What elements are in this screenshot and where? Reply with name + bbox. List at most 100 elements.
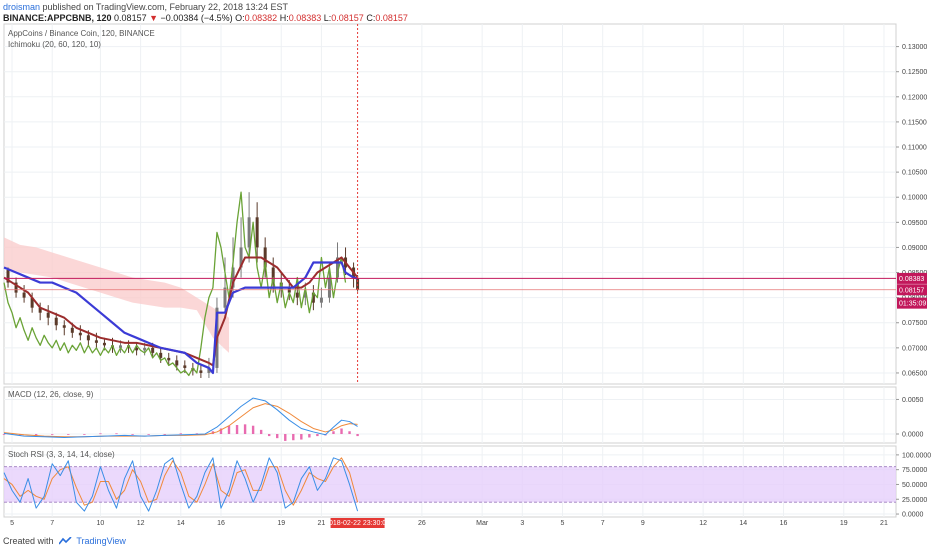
- macd-y-tick-label: 0.0050: [902, 397, 924, 404]
- high-value: 0.08383: [288, 13, 322, 23]
- macd-hist-bar: [51, 434, 54, 435]
- symbol-info: BINANCE:APPCBNB, 120 0.08157 ▼ −0.00384 …: [3, 13, 408, 23]
- x-tick-label: 19: [277, 520, 285, 527]
- macd-hist-bar: [115, 433, 118, 435]
- candle-body: [175, 360, 179, 366]
- last-price: 0.08157: [114, 13, 147, 23]
- stoch-y-tick-label: 50.0000: [902, 482, 927, 489]
- price-y-tick-label: 0.07000: [902, 345, 927, 352]
- macd-hist-bar: [251, 425, 255, 435]
- candle-body: [102, 342, 106, 346]
- candle-body: [287, 287, 291, 293]
- x-tick-label: 16: [217, 520, 225, 527]
- candle-body: [151, 347, 155, 353]
- x-tick-label: 26: [418, 520, 426, 527]
- candle-body: [327, 277, 331, 298]
- candle-body: [119, 345, 123, 348]
- macd-hist-bar: [332, 431, 335, 435]
- tradingview-link[interactable]: TradingView: [76, 536, 126, 546]
- candle-body: [167, 357, 171, 361]
- x-tick-label: 12: [137, 520, 145, 527]
- down-arrow-icon: ▼: [149, 13, 159, 23]
- price-tag: [897, 272, 927, 284]
- candle-body: [183, 365, 187, 368]
- candle-body: [14, 282, 18, 293]
- price-tag: [897, 284, 927, 296]
- candle-body: [247, 217, 251, 248]
- macd-y-tick-label: 0.0000: [902, 432, 924, 439]
- x-tick-label: 10: [97, 520, 105, 527]
- candle-body: [30, 297, 34, 308]
- candle-body: [94, 340, 98, 343]
- price-y-tick-label: 0.10000: [902, 195, 927, 202]
- macd-hist-bar: [67, 434, 70, 435]
- indicator-label: Ichimoku (20, 60, 120, 10): [8, 40, 101, 49]
- candle-body: [62, 325, 66, 328]
- candle-body: [319, 297, 323, 303]
- x-tick-label: 9: [641, 520, 645, 527]
- price-y-tick-label: 0.07500: [902, 320, 927, 327]
- macd-hist-bar: [2, 434, 6, 435]
- candle-body: [159, 352, 163, 358]
- price-y-tick-label: 0.09000: [902, 245, 927, 252]
- candle-body: [263, 247, 267, 268]
- macd-hist-bar: [348, 431, 351, 435]
- candle-body: [239, 247, 243, 268]
- x-tick-label: 16: [780, 520, 788, 527]
- price-y-tick-label: 0.11000: [902, 145, 927, 152]
- macd-hist-bar: [99, 433, 102, 435]
- macd-hist-bar: [163, 434, 166, 435]
- macd-hist-bar: [227, 425, 231, 435]
- symbol-label: BINANCE:APPCBNB, 120: [3, 13, 112, 23]
- macd-hist-bar: [179, 433, 182, 435]
- stoch-y-tick-label: 75.0000: [902, 467, 927, 474]
- conversion-line: [3, 261, 358, 375]
- candle-body: [54, 317, 58, 326]
- macd-hist-bar: [316, 434, 319, 437]
- candle-body: [22, 292, 26, 298]
- close-value: 0.08157: [375, 13, 408, 23]
- price-change: −0.00384 (−4.5%): [160, 13, 233, 23]
- price-y-tick-label: 0.11500: [902, 119, 927, 126]
- open-value: 0.08382: [244, 13, 278, 23]
- x-tick-label: 14: [739, 520, 747, 527]
- x-tick-label: 21: [318, 520, 326, 527]
- candle-body: [143, 347, 147, 351]
- candle-body: [199, 370, 203, 373]
- candle-body: [223, 287, 227, 308]
- macd-hist-bar: [131, 434, 134, 435]
- stoch-title: Stoch RSI (3, 3, 14, 14, close): [8, 450, 115, 459]
- x-tick-label: 5: [561, 520, 565, 527]
- lagging-span-line: [3, 191, 347, 377]
- macd-hist-bar: [83, 434, 86, 435]
- candle-body: [38, 307, 42, 313]
- price-y-tick-label: 0.09500: [902, 220, 927, 227]
- candle-body: [70, 327, 74, 333]
- author-link[interactable]: droisman: [3, 2, 41, 12]
- candle-body: [255, 217, 259, 248]
- candle-body: [295, 292, 299, 298]
- stoch-d-line: [3, 457, 359, 506]
- price-y-tick-label: 0.12000: [902, 94, 927, 101]
- candle-body: [303, 292, 307, 298]
- candle-body: [335, 257, 339, 278]
- macd-hist-bar: [340, 428, 343, 435]
- x-tick-label: 7: [50, 520, 54, 527]
- time-marker-tag: [330, 518, 385, 528]
- low-value: 0.08157: [331, 13, 364, 23]
- macd-hist-bar: [243, 424, 247, 435]
- macd-hist-bar: [259, 429, 263, 435]
- price-tag-label: 0.08157: [899, 287, 924, 294]
- candle-body: [6, 270, 10, 283]
- candle-body: [271, 267, 275, 283]
- price-y-tick-label: 0.10500: [902, 170, 927, 177]
- price-y-tick-label: 0.13000: [902, 44, 927, 51]
- x-tick-label: 12: [699, 520, 707, 527]
- stoch-band: [4, 466, 896, 503]
- macd-hist-bar: [300, 434, 303, 440]
- macd-hist-bar: [308, 434, 311, 438]
- price-tag-label: 01:35:09: [899, 301, 926, 308]
- macd-hist-bar: [34, 434, 38, 436]
- created-with-text: Created with: [3, 536, 54, 546]
